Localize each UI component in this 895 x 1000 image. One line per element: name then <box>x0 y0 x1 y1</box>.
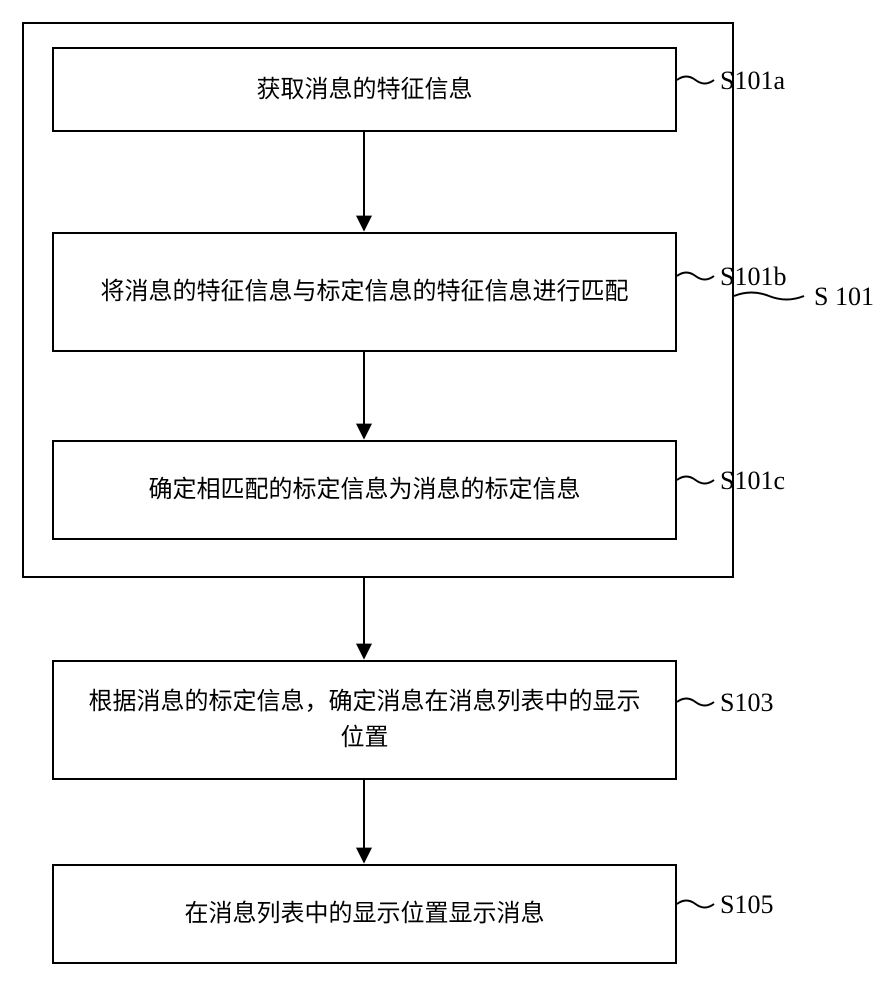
svg-text:S105: S105 <box>720 890 773 919</box>
box-s101b-text: 将消息的特征信息与标定信息的特征信息进行匹配 <box>101 274 629 310</box>
svg-text:S 101: S 101 <box>814 282 874 311</box>
box-s103-text: 根据消息的标定信息，确定消息在消息列表中的显示位置 <box>78 684 651 756</box>
box-s105-text: 在消息列表中的显示位置显示消息 <box>185 896 545 932</box>
box-s101a: 获取消息的特征信息 <box>52 47 677 132</box>
box-s101c: 确定相匹配的标定信息为消息的标定信息 <box>52 440 677 540</box>
svg-text:S103: S103 <box>720 688 773 717</box>
box-s101a-text: 获取消息的特征信息 <box>257 72 473 108</box>
box-s101b: 将消息的特征信息与标定信息的特征信息进行匹配 <box>52 232 677 352</box>
diagram-canvas: 获取消息的特征信息 将消息的特征信息与标定信息的特征信息进行匹配 确定相匹配的标… <box>0 0 895 1000</box>
box-s103: 根据消息的标定信息，确定消息在消息列表中的显示位置 <box>52 660 677 780</box>
box-s101c-text: 确定相匹配的标定信息为消息的标定信息 <box>149 472 581 508</box>
box-s105: 在消息列表中的显示位置显示消息 <box>52 864 677 964</box>
